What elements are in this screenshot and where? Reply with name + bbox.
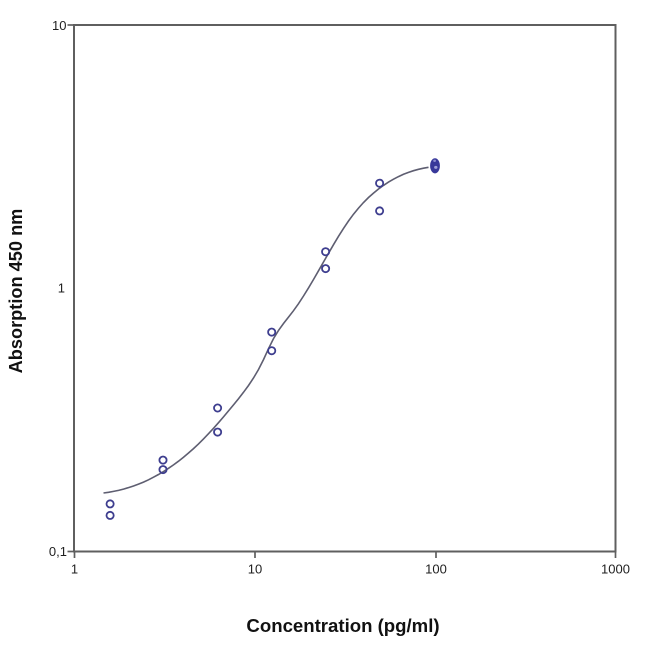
- svg-text:10: 10: [248, 562, 262, 577]
- svg-text:Absorption 450 nm: Absorption 450 nm: [6, 209, 26, 374]
- svg-text:100: 100: [425, 562, 447, 577]
- svg-text:10: 10: [52, 18, 66, 33]
- svg-text:1000: 1000: [601, 562, 630, 577]
- svg-text:0,1: 0,1: [49, 544, 67, 559]
- svg-text:1: 1: [58, 281, 65, 296]
- svg-text:1: 1: [71, 562, 78, 577]
- svg-text:Concentration (pg/ml): Concentration (pg/ml): [246, 615, 439, 636]
